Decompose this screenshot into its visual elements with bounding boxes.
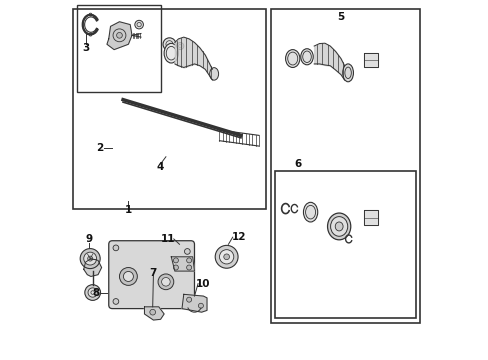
- Text: 9: 9: [85, 234, 93, 244]
- Text: 5: 5: [337, 13, 344, 22]
- Ellipse shape: [209, 68, 218, 80]
- Circle shape: [119, 267, 137, 285]
- Circle shape: [186, 258, 191, 263]
- Circle shape: [135, 20, 143, 29]
- Text: 6: 6: [294, 159, 301, 169]
- Polygon shape: [144, 307, 164, 320]
- Ellipse shape: [342, 64, 353, 82]
- Circle shape: [113, 245, 119, 251]
- Text: 10: 10: [196, 279, 210, 289]
- Circle shape: [149, 309, 155, 315]
- Polygon shape: [364, 210, 378, 225]
- Circle shape: [158, 274, 173, 290]
- Circle shape: [87, 256, 93, 261]
- Text: 1: 1: [124, 205, 132, 215]
- Circle shape: [219, 249, 233, 264]
- Bar: [73, 9, 265, 208]
- Text: 4: 4: [157, 162, 164, 172]
- Circle shape: [184, 295, 190, 301]
- Circle shape: [113, 298, 119, 304]
- Circle shape: [184, 249, 190, 254]
- Circle shape: [163, 38, 176, 51]
- Ellipse shape: [164, 43, 178, 63]
- Circle shape: [83, 252, 97, 265]
- Text: 2: 2: [96, 143, 103, 153]
- Circle shape: [162, 278, 170, 286]
- Circle shape: [186, 297, 191, 302]
- Ellipse shape: [285, 50, 299, 67]
- Polygon shape: [364, 53, 378, 67]
- Ellipse shape: [300, 49, 313, 65]
- Bar: [274, 171, 415, 318]
- Circle shape: [173, 265, 178, 270]
- Circle shape: [116, 32, 122, 38]
- Circle shape: [186, 265, 191, 270]
- FancyBboxPatch shape: [108, 241, 194, 309]
- Text: 3: 3: [82, 43, 89, 53]
- Circle shape: [215, 246, 238, 268]
- Polygon shape: [171, 257, 194, 271]
- Circle shape: [123, 271, 133, 282]
- Text: 8: 8: [92, 288, 100, 297]
- Circle shape: [224, 254, 229, 260]
- Bar: [271, 9, 419, 323]
- Polygon shape: [182, 294, 206, 312]
- Circle shape: [84, 285, 101, 300]
- Text: 7: 7: [149, 268, 157, 278]
- Text: 11: 11: [160, 234, 175, 244]
- Ellipse shape: [303, 202, 317, 222]
- Polygon shape: [107, 22, 132, 50]
- Bar: [77, 5, 160, 93]
- Circle shape: [173, 258, 178, 263]
- Circle shape: [176, 42, 183, 50]
- Circle shape: [198, 303, 203, 308]
- Ellipse shape: [330, 217, 347, 236]
- Text: 12: 12: [231, 232, 246, 242]
- Polygon shape: [83, 258, 102, 276]
- Ellipse shape: [327, 213, 350, 240]
- Ellipse shape: [335, 222, 343, 231]
- Circle shape: [80, 249, 100, 269]
- Circle shape: [88, 288, 97, 297]
